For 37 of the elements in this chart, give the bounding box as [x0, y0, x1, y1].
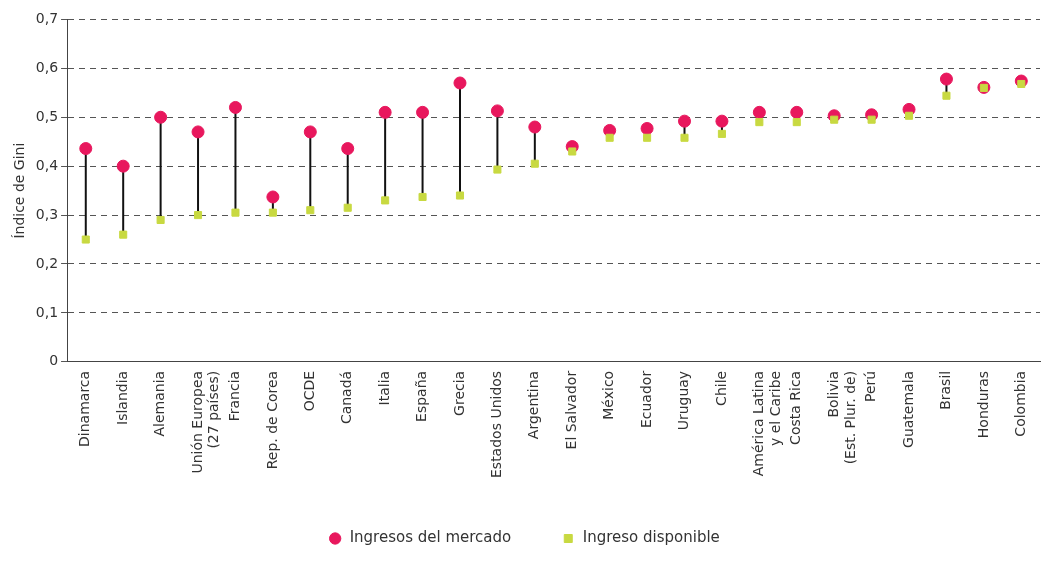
legend-label: Ingresos del mercado — [349, 528, 512, 547]
y-tick-label: 0,1 — [35, 303, 59, 320]
y-axis-title: Índice de Gini — [11, 142, 28, 239]
x-tick-label: Honduras — [974, 370, 991, 439]
y-tick-label: 0,5 — [35, 107, 59, 124]
x-tick-label: México — [600, 370, 617, 420]
x-tick-label: El Salvador — [562, 370, 579, 450]
x-tick-label: Unión Europea (27 países) — [188, 370, 222, 474]
x-tick-label: Guatemala — [899, 370, 916, 448]
legend-label: Ingreso disponible — [582, 528, 720, 547]
x-tick-label: Dinamarca — [76, 370, 93, 447]
x-tick-label: Chile — [712, 370, 729, 406]
x-tick-label: OCDE — [300, 370, 317, 412]
y-tick-label: 0,2 — [35, 254, 59, 271]
x-tick-label: América Latina y el Caribe — [749, 370, 783, 477]
x-tick-label: Grecia — [450, 370, 467, 416]
x-tick-label: Perú — [862, 370, 879, 403]
x-tick-label: España — [413, 370, 430, 422]
x-tick-label: Canadá — [338, 370, 355, 425]
y-tick-label: 0,3 — [35, 205, 59, 222]
x-tick-label: Francia — [226, 370, 243, 422]
x-tick-label: Uruguay — [675, 370, 692, 431]
x-tick-label: Estados Unidos — [488, 370, 505, 479]
y-tick-label: 0,4 — [35, 156, 59, 173]
x-tick-label: Argentina — [525, 370, 542, 440]
x-tick-label: Bolivia (Est. Plur. de) — [824, 370, 858, 465]
x-tick-label: Costa Rica — [787, 370, 804, 445]
y-tick-label: 0 — [49, 352, 59, 369]
y-tick-label: 0,6 — [35, 58, 59, 75]
y-tick-label: 0,7 — [35, 10, 59, 27]
x-tick-label: Islandia — [113, 370, 130, 425]
x-tick-label: Italia — [375, 370, 392, 406]
x-tick-label: Alemania — [151, 370, 168, 437]
x-tick-label: Ecuador — [637, 370, 654, 429]
x-tick-label: Brasil — [937, 370, 954, 410]
x-tick-label: Rep. de Corea — [263, 370, 280, 470]
x-tick-label: Colombia — [1011, 370, 1028, 437]
